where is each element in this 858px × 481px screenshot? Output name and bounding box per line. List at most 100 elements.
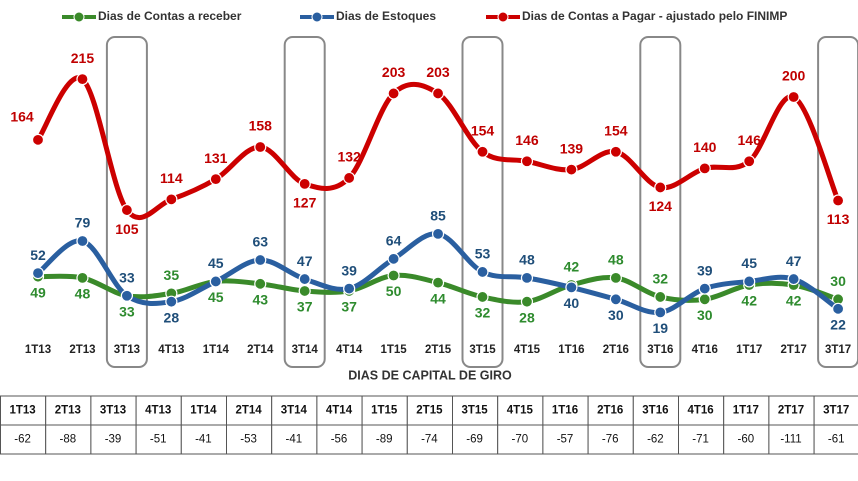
table-value: -39 <box>105 434 122 446</box>
table-header-cell <box>587 395 634 426</box>
table-header: 2T16 <box>597 405 623 417</box>
data-point <box>165 295 178 308</box>
table-value: -76 <box>602 434 619 446</box>
data-label: 43 <box>252 292 268 308</box>
x-tick-label: 2T16 <box>603 344 629 356</box>
table-header-cell <box>316 395 363 426</box>
data-label: 215 <box>71 50 95 66</box>
data-point <box>387 87 400 100</box>
table-header: 2T13 <box>55 405 81 417</box>
data-label: 154 <box>471 122 495 138</box>
data-label: 35 <box>164 267 180 283</box>
data-point <box>743 155 756 168</box>
table-cell <box>135 424 182 455</box>
data-label: 124 <box>649 198 673 214</box>
data-point <box>343 282 356 295</box>
table-header-cell <box>406 395 453 426</box>
data-label: 30 <box>830 273 846 289</box>
table-header: 3T17 <box>823 405 849 417</box>
table-value: -51 <box>150 434 167 446</box>
data-label: 203 <box>382 64 406 80</box>
table-cell <box>813 424 858 455</box>
table-cell <box>406 424 453 455</box>
table-value: -71 <box>692 434 709 446</box>
data-label: 114 <box>160 170 183 186</box>
table-header: 1T16 <box>552 405 578 417</box>
table-cell <box>180 424 228 455</box>
data-point <box>787 90 800 104</box>
data-label: 40 <box>564 295 580 311</box>
data-label: 127 <box>293 195 317 211</box>
table-header-cell <box>632 395 679 426</box>
data-label: 45 <box>208 255 224 271</box>
x-tick-label: 3T17 <box>825 344 851 356</box>
table-value: -62 <box>14 434 31 446</box>
data-label: 105 <box>115 221 139 237</box>
data-point <box>31 133 45 146</box>
data-point <box>254 253 267 267</box>
table-header: 1T13 <box>9 405 35 417</box>
data-label: 49 <box>30 284 46 300</box>
data-label: 39 <box>341 262 357 278</box>
data-point <box>120 203 134 217</box>
data-point <box>387 252 400 265</box>
table-header-cell <box>813 395 858 426</box>
x-tick-label: 2T15 <box>425 344 452 356</box>
data-label: 154 <box>604 122 628 138</box>
x-tick-label: 1T15 <box>380 344 407 356</box>
data-point <box>476 290 489 304</box>
data-label: 113 <box>827 211 850 227</box>
table-header: 1T14 <box>190 405 217 417</box>
table-header: 3T13 <box>100 405 126 417</box>
x-tick-label: 3T13 <box>114 344 140 356</box>
data-point <box>654 290 667 304</box>
table-value: -88 <box>59 434 76 446</box>
table-header: 2T15 <box>416 405 443 417</box>
table-header-cell <box>361 395 408 426</box>
legend-marker <box>73 11 85 23</box>
data-label: 47 <box>297 253 313 269</box>
table-header: 3T14 <box>281 405 308 417</box>
data-label: 48 <box>75 286 91 302</box>
x-tick-label: 4T15 <box>514 344 541 356</box>
data-label: 48 <box>519 252 535 268</box>
x-tick-label: 2T14 <box>247 344 274 356</box>
x-tick-label: 2T17 <box>781 344 807 356</box>
x-tick-label: 3T15 <box>469 344 496 356</box>
table-value: -53 <box>240 434 257 446</box>
data-point <box>76 73 89 86</box>
data-point <box>254 140 267 154</box>
data-point <box>298 177 311 190</box>
data-point <box>743 275 756 288</box>
table-value: -70 <box>511 434 528 446</box>
table-header-cell <box>226 395 273 426</box>
table-header: 1T17 <box>733 405 759 417</box>
data-label: 203 <box>426 64 450 80</box>
table-value: -111 <box>780 434 801 446</box>
data-label: 158 <box>249 118 273 134</box>
table-value: -69 <box>466 434 483 446</box>
data-label: 39 <box>697 262 713 278</box>
highlight-box <box>283 36 326 368</box>
data-label: 37 <box>341 299 357 315</box>
table-header-cell <box>180 395 228 426</box>
x-tick-label: 4T14 <box>336 344 363 356</box>
x-tick-label: 1T13 <box>25 344 51 356</box>
x-tick-label: 3T16 <box>647 344 673 356</box>
data-label: 64 <box>386 233 402 249</box>
x-tick-label: 1T14 <box>203 344 230 356</box>
table-header: 4T14 <box>326 405 353 417</box>
legend-label: Dias de Contas a Pagar - ajustado pelo F… <box>522 9 787 23</box>
x-tick-label: 4T16 <box>692 344 718 356</box>
table-cell <box>316 424 363 455</box>
table-header: 4T15 <box>507 405 534 417</box>
data-point <box>520 271 534 284</box>
table-header: 4T13 <box>145 405 171 417</box>
table-cell <box>0 424 47 455</box>
data-point <box>31 267 45 280</box>
data-label: 33 <box>119 303 135 319</box>
legend-label: Dias de Estoques <box>336 9 436 23</box>
data-point <box>520 295 534 308</box>
data-point <box>76 271 89 284</box>
table-value: -62 <box>647 434 664 446</box>
